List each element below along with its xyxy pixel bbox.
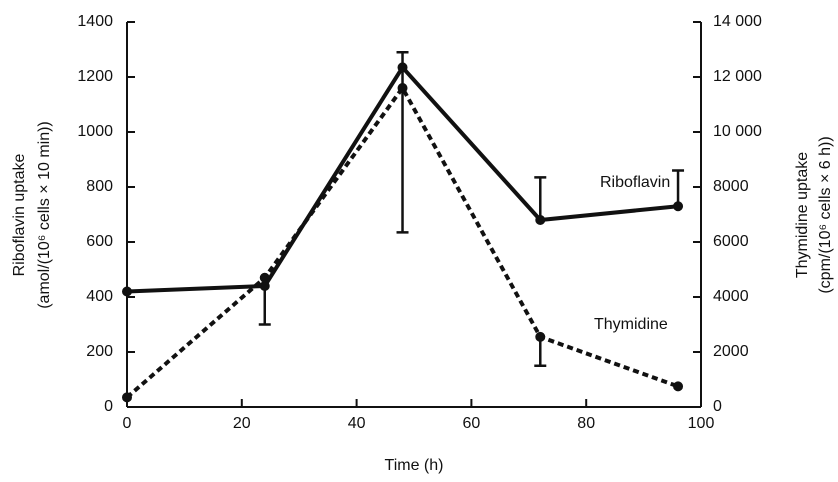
point <box>259 281 270 291</box>
y2-tick-label: 10 000 <box>713 123 762 140</box>
point <box>122 392 132 403</box>
y2-axis-label: Thymidine uptake <box>794 152 811 278</box>
x-tick-label: 80 <box>577 415 595 432</box>
y-tick-label: 0 <box>104 398 113 415</box>
point <box>397 83 408 93</box>
y-tick-label: 1400 <box>77 13 113 30</box>
x-tick-label: 60 <box>463 415 481 432</box>
series-label: Thymidine <box>594 316 668 333</box>
x-tick-label: 0 <box>123 415 132 432</box>
x-axis-label: Time (h) <box>385 457 444 474</box>
y-tick-label: 600 <box>86 233 113 250</box>
point <box>673 381 684 392</box>
y2-tick-label: 6000 <box>713 233 749 250</box>
y-tick-label: 1000 <box>77 123 113 140</box>
y2-tick-label: 8000 <box>713 178 749 195</box>
y-tick-label: 200 <box>86 343 113 360</box>
y2-tick-label: 0 <box>713 398 722 415</box>
point <box>122 286 132 297</box>
y2-axis-label: (cpm/(10⁶ cells × 6 h)) <box>817 136 834 293</box>
point <box>535 331 546 342</box>
series-label: Riboflavin <box>600 174 670 191</box>
y-tick-label: 400 <box>86 288 113 305</box>
y-axis-label: (amol/(10⁶ cells × 10 min)) <box>36 121 53 309</box>
series-line <box>125 84 679 399</box>
y2-tick-label: 2000 <box>713 343 749 360</box>
y2-tick-label: 4000 <box>713 288 749 305</box>
y-tick-label: 1200 <box>77 68 113 85</box>
point <box>259 272 270 283</box>
x-tick-label: 20 <box>233 415 251 432</box>
point <box>397 62 408 73</box>
y-axis-label: Riboflavin uptake <box>11 154 28 277</box>
y-tick-label: 800 <box>86 178 113 195</box>
y2-tick-label: 14 000 <box>713 13 762 30</box>
point <box>673 201 684 212</box>
y2-tick-label: 12 000 <box>713 68 762 85</box>
x-tick-label: 40 <box>348 415 366 432</box>
x-tick-label: 100 <box>688 415 715 432</box>
point <box>535 215 546 225</box>
